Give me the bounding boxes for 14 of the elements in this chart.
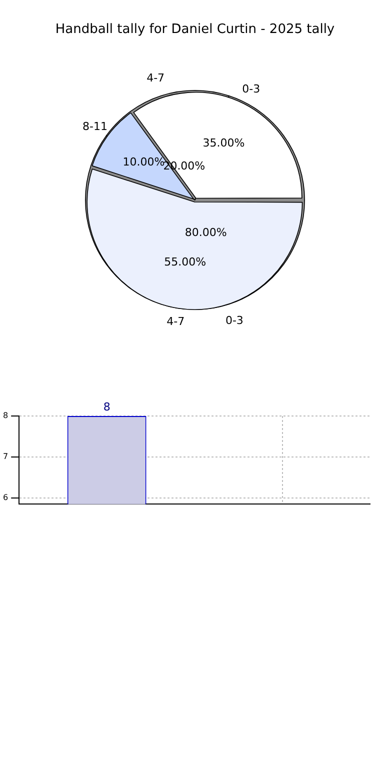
data-label: 55.00% [164,255,206,268]
data-label: 35.00% [202,136,245,150]
data-label: 10.00% [122,156,165,169]
category-label: 4-7 [146,72,165,85]
slice-label: 4-7 [166,314,185,328]
chart-title: Handball tally for Daniel Curtin - 2025 tally [54,22,336,37]
data-label: 8 [103,400,110,414]
category-label: 0-3 [225,314,244,328]
text: 80.00% [184,226,227,240]
y-tick-label: 7 [2,452,8,462]
y-tick-label: 8 [2,411,8,420]
slice-label: 8-11 [82,120,108,134]
y-tick-label: 6 [2,493,8,502]
slice-label: 0-3 [242,82,260,96]
